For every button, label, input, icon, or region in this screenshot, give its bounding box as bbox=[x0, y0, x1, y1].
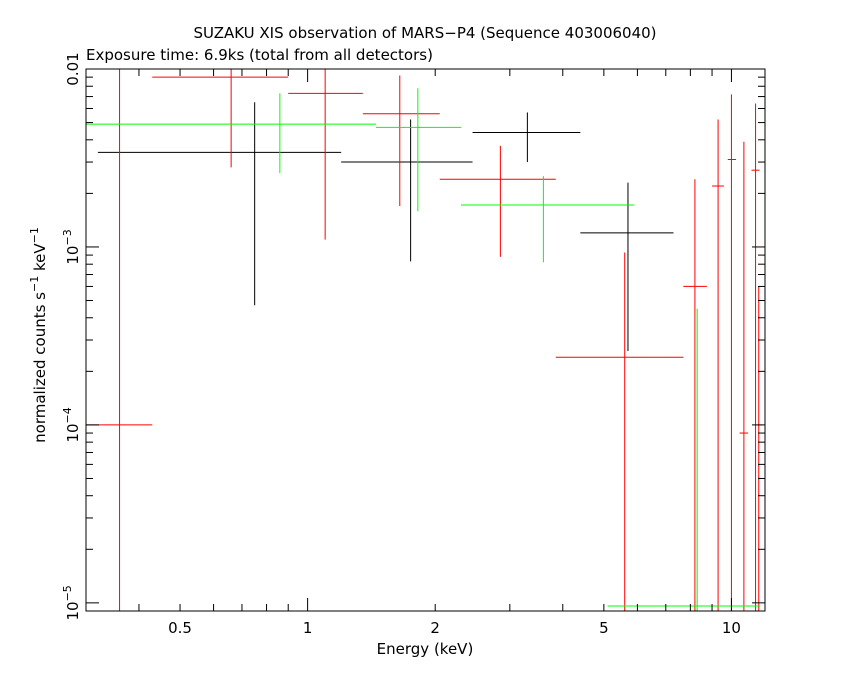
data-point bbox=[86, 69, 153, 611]
data-point bbox=[580, 182, 674, 352]
y-axis-label-mid: keV bbox=[31, 243, 49, 276]
x-axis-label: Energy (keV) bbox=[377, 640, 474, 658]
y-tick-label: 10−5 bbox=[61, 585, 82, 620]
x-tick-labels: 0.5 1 2 5 10 bbox=[168, 619, 741, 637]
y-tick-label: 10−4 bbox=[61, 407, 82, 442]
y-tick-label-exponent: −5 bbox=[61, 585, 74, 601]
data-point bbox=[97, 102, 342, 306]
data-point bbox=[439, 145, 556, 257]
data-point bbox=[341, 119, 473, 262]
series-2 bbox=[86, 88, 761, 611]
data-point bbox=[86, 93, 377, 174]
chart-title: SUZAKU XIS observation of MARS−P4 (Seque… bbox=[193, 24, 656, 42]
data-point bbox=[739, 141, 749, 611]
data-point bbox=[376, 88, 461, 212]
y-tick-labels: 10−510−410−30.01 bbox=[61, 52, 82, 620]
y-axis-label-exp2: −1 bbox=[28, 227, 41, 243]
x-tick-label: 5 bbox=[599, 619, 609, 637]
y-tick-label-base: 10 bbox=[64, 246, 82, 265]
x-tick-label: 10 bbox=[722, 619, 741, 637]
data-point bbox=[288, 69, 363, 240]
data-point bbox=[152, 69, 289, 168]
plot-frame bbox=[85, 68, 766, 612]
data-series-layer bbox=[86, 69, 762, 611]
y-tick-label-exponent: −4 bbox=[61, 407, 74, 423]
y-tick-label-base: 0.01 bbox=[64, 52, 82, 85]
y-tick-label-exponent: −3 bbox=[61, 229, 74, 245]
y-tick-label: 0.01 bbox=[64, 52, 82, 85]
data-point bbox=[555, 252, 684, 611]
series-0 bbox=[97, 102, 674, 352]
data-point bbox=[727, 94, 736, 611]
x-tick-label: 1 bbox=[303, 619, 313, 637]
y-axis-label-main: normalized counts s bbox=[31, 292, 49, 443]
data-point bbox=[460, 176, 635, 263]
data-point bbox=[712, 119, 724, 611]
data-point bbox=[683, 179, 707, 611]
axis-ticks bbox=[85, 68, 765, 612]
x-tick-label: 2 bbox=[430, 619, 440, 637]
y-tick-label: 10−3 bbox=[61, 229, 82, 264]
y-tick-label-base: 10 bbox=[64, 601, 82, 620]
data-point bbox=[757, 286, 762, 611]
series-1 bbox=[86, 69, 762, 611]
x-tick-label: 0.5 bbox=[168, 619, 192, 637]
y-tick-label-base: 10 bbox=[64, 423, 82, 442]
data-point bbox=[472, 112, 581, 163]
data-point bbox=[751, 103, 760, 611]
y-axis-label: normalized counts s−1 keV−1 bbox=[28, 227, 49, 443]
data-point bbox=[362, 75, 440, 206]
data-point bbox=[607, 308, 761, 611]
chart-subtitle: Exposure time: 6.9ks (total from all det… bbox=[86, 46, 433, 64]
y-axis-label-exp1: −1 bbox=[28, 276, 41, 292]
